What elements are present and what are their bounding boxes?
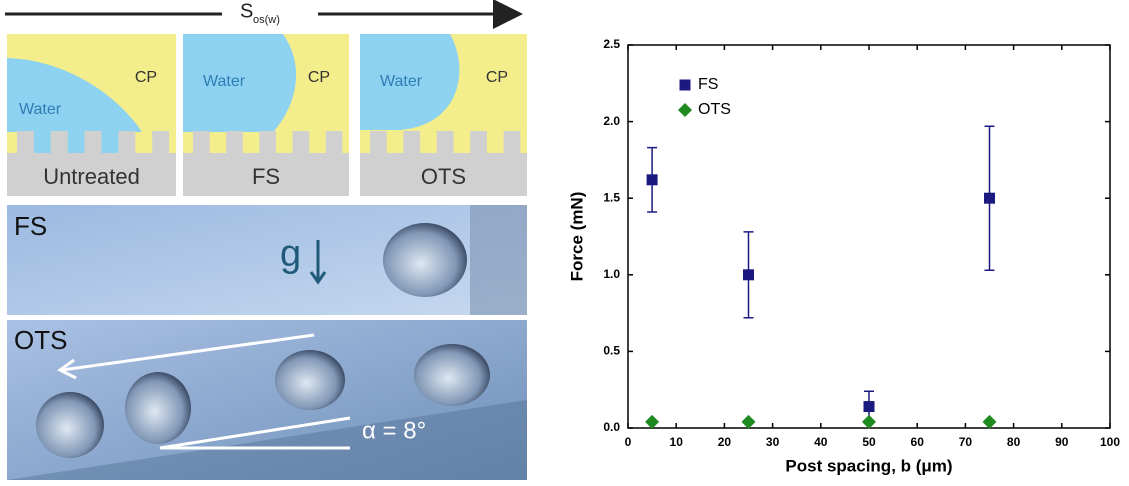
marker	[678, 103, 692, 117]
liquid-label: Water	[19, 101, 62, 118]
axis-subscript: os(w)	[253, 14, 280, 26]
post	[470, 131, 487, 154]
photo-label: FS	[14, 211, 47, 241]
post	[152, 131, 169, 154]
legend-label: OTS	[698, 101, 731, 118]
post	[326, 131, 343, 154]
x-tick-label: 20	[718, 435, 732, 449]
marker	[743, 269, 754, 280]
axis-symbol: S	[240, 0, 253, 22]
marker	[680, 80, 691, 91]
y-tick-label: 2.5	[603, 37, 620, 51]
post	[118, 131, 135, 154]
surface-label: Untreated	[43, 164, 140, 189]
marker	[984, 193, 995, 204]
x-tick-label: 80	[1007, 435, 1021, 449]
droplet	[383, 223, 467, 297]
x-tick-label: 30	[766, 435, 780, 449]
droplet	[414, 344, 490, 406]
post	[259, 131, 276, 154]
marker	[862, 415, 876, 429]
droplet	[125, 372, 191, 444]
chart: 0 10 20 30 40 50 60 70 80 90 100 0.0 0.5 1.0 1.5 2.0 2.5…	[567, 37, 1120, 475]
marker	[647, 174, 658, 185]
x-tick-label: 90	[1055, 435, 1069, 449]
liquid-label: Water	[380, 73, 423, 90]
post	[17, 131, 34, 154]
post	[504, 131, 521, 154]
x-tick-label: 60	[911, 435, 925, 449]
y-tick-label: 0.0	[603, 420, 620, 434]
wall	[470, 205, 527, 315]
y-tick-label: 1.5	[603, 190, 620, 204]
y-tick-label: 0.5	[603, 344, 620, 358]
post	[293, 131, 310, 154]
post	[51, 131, 68, 154]
droplet	[275, 350, 345, 410]
x-tick-label: 40	[814, 435, 828, 449]
post	[193, 131, 210, 154]
x-tick-label: 70	[959, 435, 973, 449]
marker	[983, 415, 997, 429]
cp-label: CP	[135, 69, 157, 86]
groove-water	[102, 131, 119, 153]
marker	[742, 415, 756, 429]
post	[370, 131, 387, 154]
cp-label: CP	[486, 69, 508, 86]
groove-water	[34, 131, 51, 153]
y-axis-label: Force (mN)	[567, 192, 586, 282]
marker	[864, 401, 875, 412]
groove-water	[68, 131, 85, 153]
post	[437, 131, 454, 154]
angle-label: α = 8°	[362, 417, 426, 444]
liquid-label: Water	[203, 73, 246, 90]
legend-label: FS	[698, 76, 718, 93]
post	[226, 131, 243, 154]
x-axis-label: Post spacing, b (μm)	[785, 456, 952, 475]
marker	[645, 415, 659, 429]
x-tick-label: 100	[1100, 435, 1120, 449]
y-tick-label: 2.0	[603, 114, 620, 128]
diagrams: Water CP Untreated Water CP FS Water CP OTS	[7, 34, 527, 196]
surface-label: FS	[252, 164, 280, 189]
post	[85, 131, 102, 154]
photo-label: OTS	[14, 325, 67, 355]
cp-label: CP	[308, 69, 330, 86]
post	[403, 131, 420, 154]
x-tick-label: 10	[670, 435, 684, 449]
y-tick-label: 1.0	[603, 267, 620, 281]
x-tick-label: 0	[625, 435, 632, 449]
droplet	[36, 392, 104, 458]
surface-label: OTS	[421, 164, 466, 189]
gravity-label: g	[280, 233, 301, 275]
figure: S os(w) Water CP Untreated Water CP FS Water CP…	[0, 0, 1129, 486]
x-tick-label: 50	[862, 435, 876, 449]
